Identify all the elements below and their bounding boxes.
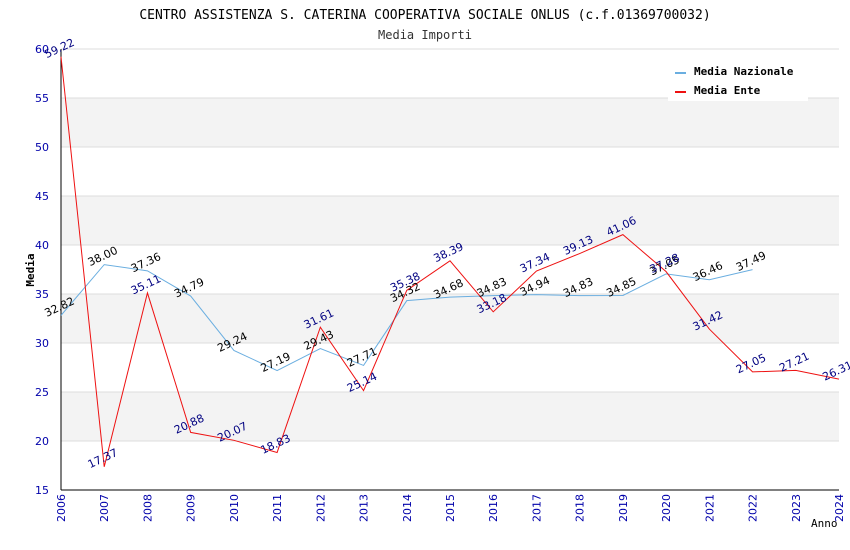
x-tick-label: 2016 [487, 494, 500, 522]
data-label: 59.22 [42, 36, 76, 61]
x-tick-label: 2007 [98, 494, 111, 522]
y-tick-label: 30 [35, 337, 49, 350]
x-axis-label: Anno [811, 517, 838, 530]
y-tick-label: 60 [35, 43, 49, 56]
chart-subtitle: Media Importi [378, 28, 472, 42]
data-label: 37.34 [518, 250, 552, 275]
y-tick-label: 45 [35, 190, 49, 203]
data-label: 27.21 [777, 350, 811, 375]
data-label: 25.14 [345, 370, 379, 395]
y-tick-label: 15 [35, 484, 49, 497]
background-band [61, 98, 839, 147]
grid-lines [61, 48, 839, 442]
x-tick-label: 2013 [358, 494, 371, 522]
x-tick-label: 2019 [617, 494, 630, 522]
data-label: 27.19 [259, 350, 293, 375]
x-tick-label: 2017 [530, 494, 543, 522]
data-label: 27.05 [734, 351, 768, 376]
x-tick-label: 2010 [228, 494, 241, 522]
y-tick-label: 40 [35, 239, 49, 252]
x-tick-label: 2024 [833, 494, 846, 522]
y-tick-label: 20 [35, 435, 49, 448]
series-lines [60, 56, 840, 467]
series-line-media-nazionale [60, 264, 753, 372]
legend-box [668, 57, 808, 101]
y-tick-label: 35 [35, 288, 49, 301]
x-tick-labels: 2006 2007 2008 2009 2010 2011 2012 2013 2014 2015… [55, 494, 846, 522]
data-label: 38.00 [86, 244, 120, 269]
y-tick-labels: 15 20 25 30 35 40 45 50 55 60 [35, 43, 49, 497]
x-tick-label: 2021 [703, 494, 716, 522]
background-bands [61, 98, 839, 441]
x-tick-label: 2015 [444, 494, 457, 522]
x-tick-label: 2023 [790, 494, 803, 522]
x-tick-label: 2006 [55, 494, 68, 522]
axes [60, 49, 839, 491]
legend-label-media-nazionale: Media Nazionale [694, 65, 794, 78]
x-tick-label: 2011 [271, 494, 284, 522]
legend: Media Nazionale Media Ente [668, 57, 808, 101]
legend-label-media-ente: Media Ente [694, 84, 761, 97]
x-tick-label: 2009 [185, 494, 198, 522]
x-tick-label: 2022 [747, 494, 760, 522]
y-tick-label: 55 [35, 92, 49, 105]
series-line-media-ente [60, 56, 840, 467]
chart-title: CENTRO ASSISTENZA S. CATERINA COOPERATIV… [139, 8, 710, 23]
x-tick-label: 2014 [401, 494, 414, 522]
x-tick-label: 2008 [141, 494, 154, 522]
background-band [61, 294, 839, 343]
data-label: 26.31 [820, 358, 850, 383]
y-tick-label: 25 [35, 386, 49, 399]
background-band [61, 196, 839, 245]
y-axis-label: Media [24, 253, 37, 286]
x-tick-label: 2018 [574, 494, 587, 522]
data-label: 36.46 [691, 259, 725, 284]
data-label: 37.36 [129, 250, 163, 275]
x-tick-label: 2012 [314, 494, 327, 522]
x-tick-label: 2020 [660, 494, 673, 522]
y-tick-label: 50 [35, 141, 49, 154]
